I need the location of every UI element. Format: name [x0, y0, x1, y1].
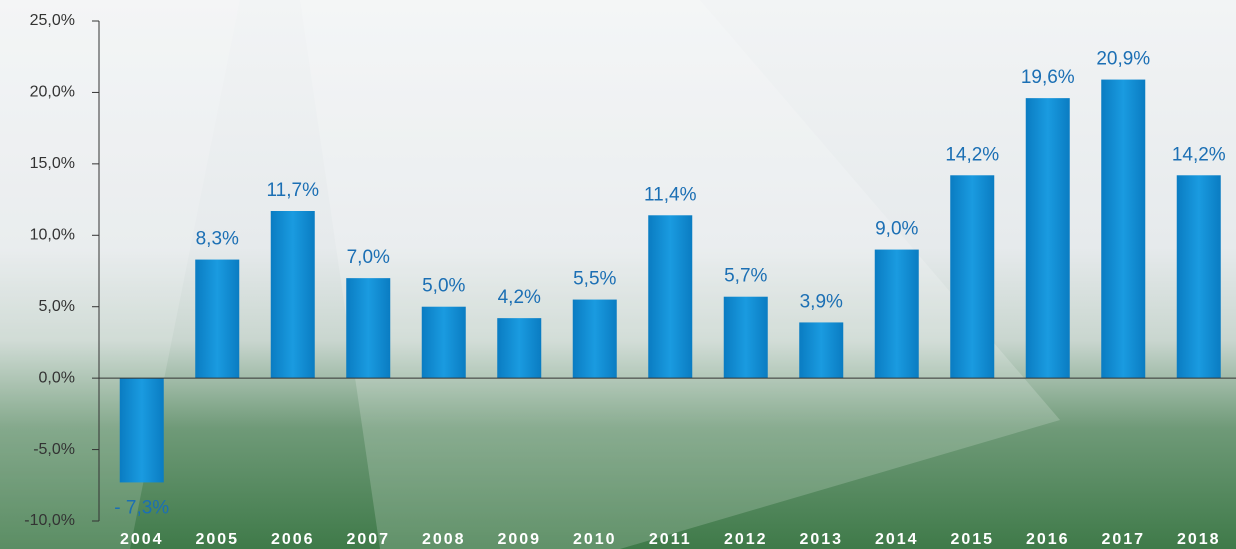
- y-tick-label: 0,0%: [39, 369, 75, 386]
- x-tick-label: 2006: [271, 531, 315, 548]
- value-label: 8,3%: [196, 229, 239, 250]
- value-label: 4,2%: [498, 287, 541, 308]
- value-label: 11,4%: [644, 184, 697, 205]
- x-tick-label: 2005: [195, 531, 239, 548]
- x-tick-label: 2007: [346, 531, 390, 548]
- bar: [724, 297, 768, 378]
- bar: [1101, 80, 1145, 379]
- value-label: 14,2%: [1172, 144, 1226, 165]
- x-tick-label: 2016: [1026, 531, 1070, 548]
- y-tick-label: 5,0%: [39, 298, 75, 315]
- bar: [648, 215, 692, 378]
- bar: [799, 322, 843, 378]
- bar: [1177, 175, 1221, 378]
- value-label: 5,0%: [422, 276, 465, 297]
- chart: -10,0% -5,0% 0,0% 5,0% 10,0% 15,0% 20,0% 25,0% -…: [0, 0, 1236, 549]
- bar: [271, 211, 315, 378]
- value-label: 5,7%: [724, 266, 767, 287]
- x-tick-label: 2008: [422, 531, 466, 548]
- bar: [950, 175, 994, 378]
- value-label: 7,0%: [347, 247, 390, 268]
- value-label: - 7,3%: [114, 497, 169, 518]
- x-tick-label: 2010: [573, 531, 617, 548]
- value-label: 14,2%: [945, 144, 999, 165]
- x-tick-label: 2017: [1101, 531, 1145, 548]
- bar: [1026, 98, 1070, 378]
- y-tick-label: 15,0%: [30, 155, 75, 172]
- bar: [120, 378, 164, 482]
- x-tick-label: 2012: [724, 531, 768, 548]
- value-label: 9,0%: [875, 219, 918, 240]
- y-tick-label: 25,0%: [30, 12, 75, 29]
- bar: [422, 307, 466, 378]
- x-tick-label: 2011: [649, 531, 692, 548]
- value-label: 19,6%: [1021, 67, 1075, 88]
- x-tick-label: 2018: [1177, 531, 1221, 548]
- bar: [497, 318, 541, 378]
- bar: [195, 260, 239, 379]
- x-tick-label: 2015: [950, 531, 994, 548]
- x-tick-label: 2004: [120, 531, 164, 548]
- x-tick-label: 2014: [875, 531, 919, 548]
- value-label: 11,7%: [267, 180, 320, 201]
- value-label: 20,9%: [1096, 49, 1150, 70]
- y-tick-label: -10,0%: [24, 512, 75, 529]
- x-tick-label: 2009: [497, 531, 541, 548]
- value-label: 3,9%: [800, 291, 843, 312]
- y-tick-label: 20,0%: [30, 84, 75, 101]
- bar: [573, 300, 617, 379]
- y-tick-label: -5,0%: [33, 441, 75, 458]
- y-tick-label: 10,0%: [30, 227, 75, 244]
- bar: [346, 278, 390, 378]
- value-label: 5,5%: [573, 269, 616, 290]
- x-tick-label: 2013: [799, 531, 843, 548]
- bar: [875, 250, 919, 379]
